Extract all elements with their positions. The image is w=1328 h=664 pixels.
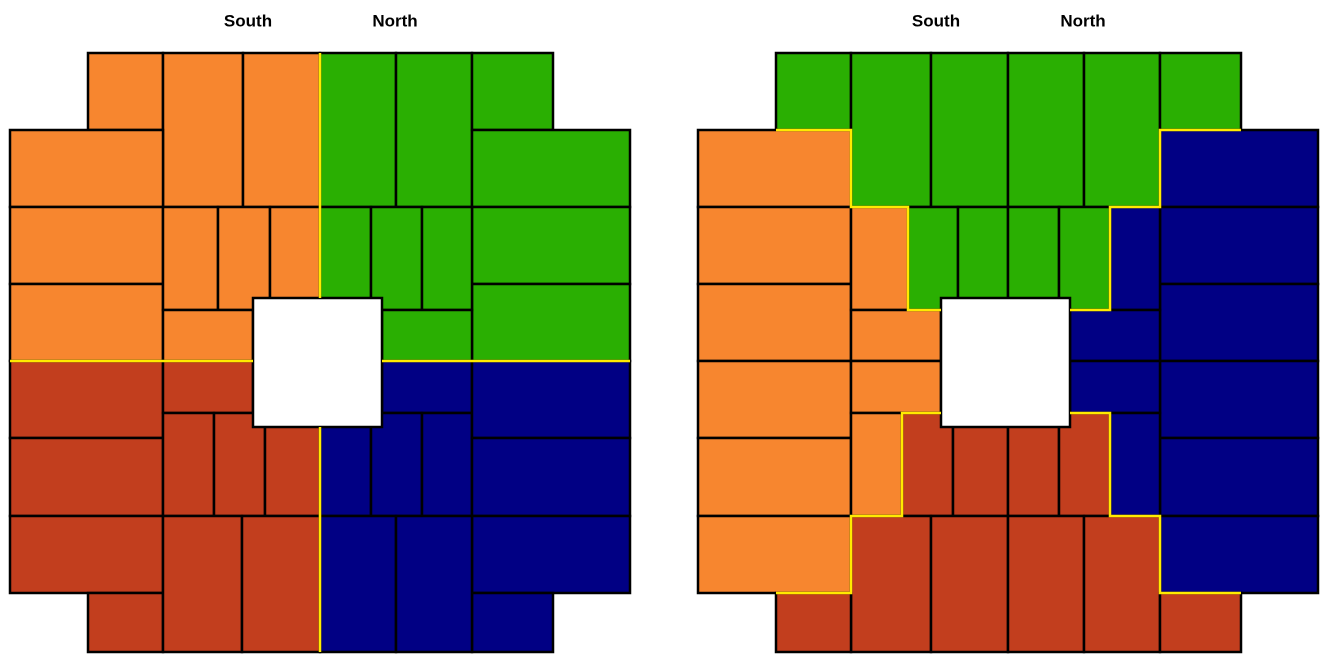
center-hole (939, 296, 1072, 429)
panel-left: South North (8, 11, 632, 654)
label-south: South (912, 11, 960, 30)
region-green (318, 51, 632, 363)
label-north: North (1060, 11, 1105, 30)
boundary (776, 128, 1241, 595)
panel-right: South North (696, 11, 1320, 654)
region-orange (8, 51, 322, 363)
boundary (10, 53, 630, 652)
region-blue (318, 359, 632, 654)
region-red (8, 359, 322, 654)
label-north: North (372, 11, 417, 30)
region-blue (1068, 128, 1320, 595)
label-south: South (224, 11, 272, 30)
center-hole (251, 296, 384, 429)
region-green (774, 51, 1243, 312)
region-red (774, 411, 1243, 654)
